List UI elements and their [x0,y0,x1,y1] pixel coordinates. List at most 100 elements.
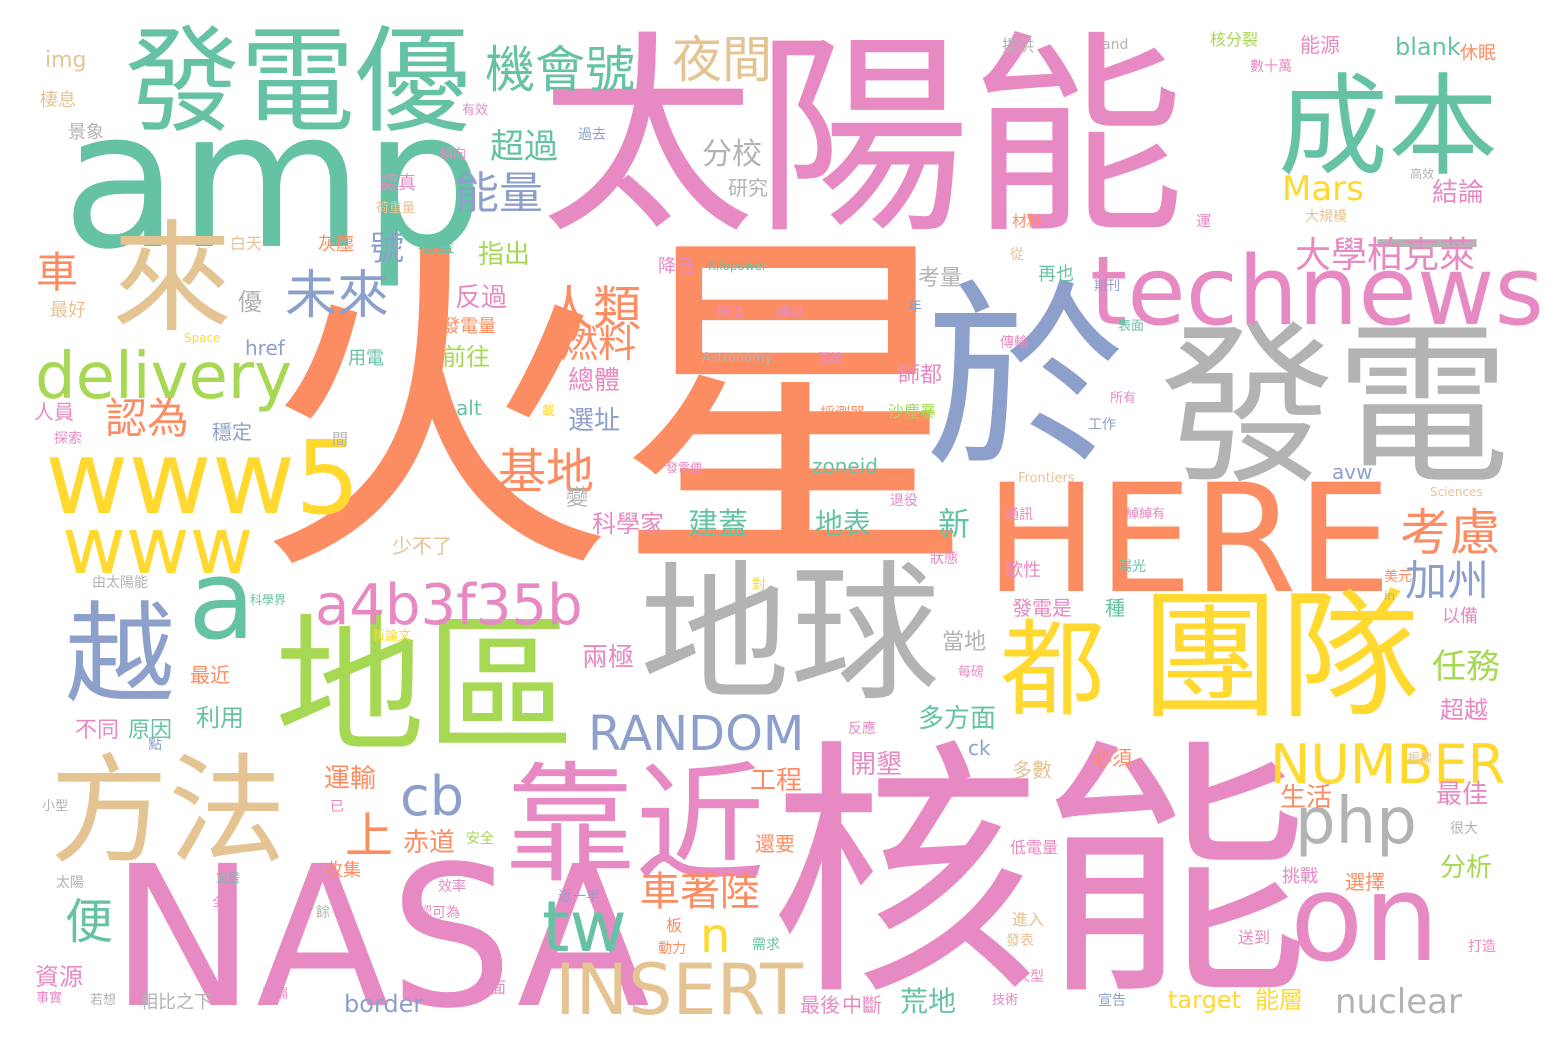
word-jihuihao: 機會號 [485,41,635,99]
word-yejian: 夜間 [672,31,772,89]
word-xiangbizhixia: 相比之下 [140,992,212,1013]
word-dangdi: 當地 [942,630,987,655]
word-avw: avw [1332,460,1373,484]
word-renwu: 任務 [1432,647,1500,687]
word-kaojin: 靠近 [505,749,766,901]
word-kaiken: 開墾 [850,750,903,780]
word-hezhongliang: 荷重量 [376,201,416,216]
word-img: img [45,48,87,73]
word-henda: 很大 [1450,821,1478,837]
word-youxiao: 有效 [462,103,489,118]
word-n: n [700,908,731,964]
word-huichen: 灰塵 [318,234,354,255]
word-cong: 從 [1010,247,1024,263]
word-fadianshi: 發電是 [1012,596,1072,620]
word-kexuejie: 科學界 [250,593,287,607]
word-weilai: 未來 [285,266,390,326]
word-chuochuoyou: 綽綽有 [1126,507,1166,522]
word-tigong: 提供 [1002,36,1035,55]
word-ban: 板 [666,916,683,935]
word-xuanze: 選擇 [1345,870,1385,894]
word-tuiyi: 退役 [890,493,918,509]
word-dui: 對 [752,577,766,593]
word-fadian: 發電 [1160,306,1510,509]
word-chaoguo: 超過 [490,127,558,167]
word-number: NUMBER [1270,733,1506,796]
word-dibiao: 地表 [815,507,872,540]
word-xiaoxing: 小型 [42,799,69,814]
word-dingju: 定居 [216,871,241,885]
word-renzhen: 認真 [380,173,416,194]
word-qixi: 棲息 [40,90,76,111]
word-qingxiang: 傾向 [440,147,467,162]
word-shang: 上 [345,808,394,864]
word-anquan: 安全 [466,831,494,847]
word-dash: — [1372,171,1482,299]
word-nengyuan: 能源 [1300,33,1340,57]
word-yangguang: 陽光 [1118,559,1146,575]
word-shenghuo: 生活 [1280,783,1333,813]
word-bian2: 變 [566,486,589,511]
word-hao: 號 [370,229,404,269]
word-space: Space [184,331,221,345]
word-cailiao: 材料 [1012,212,1043,230]
word-jinru: 進入 [1012,910,1045,929]
word-www: www [62,502,254,592]
word-kaolv: 考慮 [1400,504,1500,562]
word-php: php [1295,785,1417,859]
word-you: 優 [238,288,262,316]
word-wufa: 無法 [716,305,744,321]
word-on: on [1290,850,1440,989]
word-wending: 穩定 [212,420,252,444]
word-taiyangneng: 太陽能 [540,12,1185,263]
word-and: and [1102,37,1129,53]
word-guoqu: 過去 [578,127,606,143]
word-fadianbian: 發電便 [666,461,703,475]
word-haiyao: 還要 [755,832,795,856]
word-nengliang: 能量 [455,168,543,219]
word-yu2: 餘 [316,905,330,921]
word-zuijin: 最近 [190,663,230,687]
word-duoshu: 多數 [1012,758,1052,782]
word-ziyuan: 資源 [35,963,83,991]
word-yongdian: 用電 [348,348,384,369]
word-fenxi: 分析 [1440,853,1493,883]
word-zhichu: 指出 [478,240,531,270]
word-didianliang: 低電量 [1010,838,1059,857]
word-jiangdi: 降低 [658,256,694,277]
word-yuanyin: 原因 [128,718,173,743]
word-zuihao: 最好 [50,300,86,321]
word-border: border [344,990,424,1018]
word-guanjian: 關鍵 [818,351,843,365]
word-diqiu: 地球 [640,548,941,722]
word-sciences: Sciences [1430,485,1483,499]
word-amp: amp [62,70,485,291]
word-gongcheng: 工程 [750,766,803,796]
word-yibei: 以備 [1442,606,1478,627]
word-gongzuo: 工作 [1088,417,1116,433]
word-random: RANDOM [588,706,805,762]
word-zhongduan: 中斷 [842,993,882,1017]
word-xuanzhi: 選址 [568,406,621,436]
word-kexuejia: 科學家 [592,510,664,538]
word-nengceng: 能層 [1255,986,1303,1014]
word-gexing: 歌性 [1005,560,1041,581]
word-xin: 新 [938,505,971,543]
word-astronomy: Astronomy [702,351,773,366]
word-dou: 都 [1000,609,1106,731]
word-jingxiang: 景象 [68,122,104,143]
word-fanguo: 反過 [455,283,508,313]
word-www5: www5 [45,419,361,538]
word-fabiao: 發表 [1006,933,1034,949]
word-yue: 越 [65,591,175,719]
word-shouji: 收集 [325,860,361,881]
word-shidu: 師都 [898,363,943,388]
word-renyuan: 人員 [34,400,74,424]
word-tancheqi: 採測器 [820,404,866,422]
word-alt: alt [456,396,482,420]
word-chezhaolu: 車著陸 [640,869,760,915]
word-jielun: 結論 [1432,178,1485,208]
word-quanmian: 全面 [212,895,237,909]
word-chuanshu: 傳輸 [1000,335,1028,351]
